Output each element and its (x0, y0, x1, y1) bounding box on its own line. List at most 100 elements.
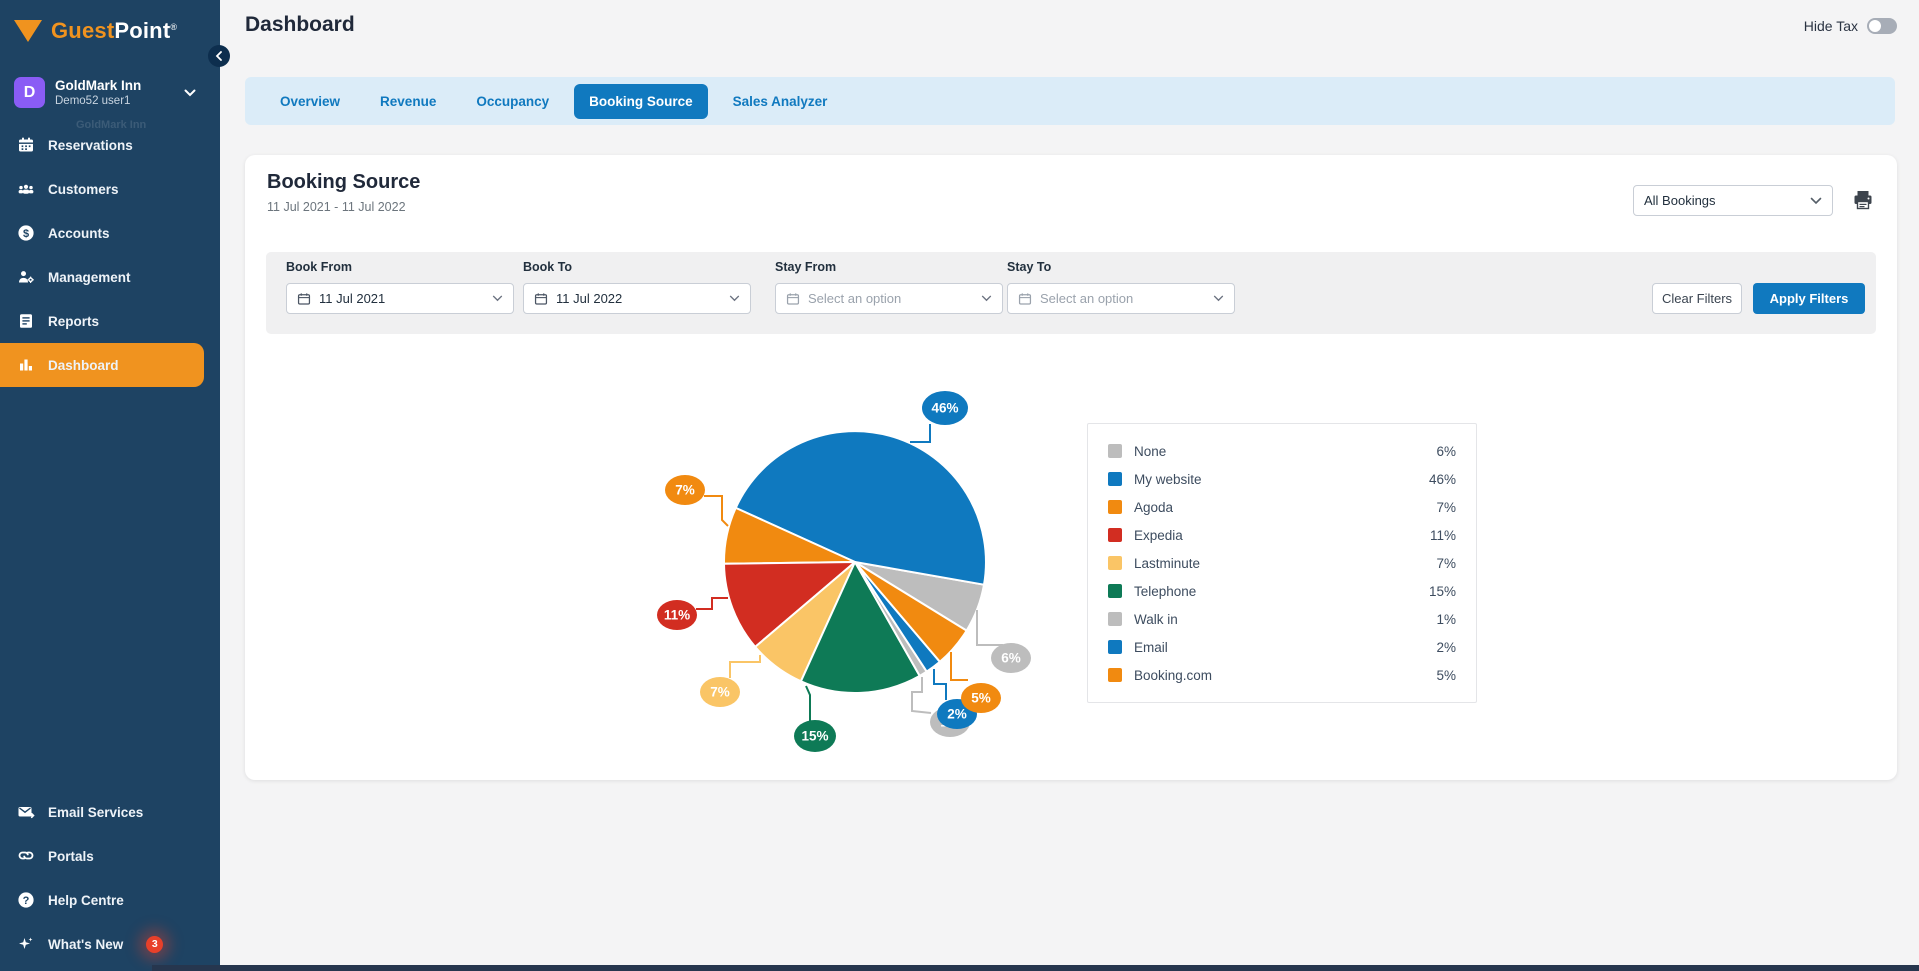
legend-value: 5% (1436, 667, 1456, 683)
sidebar-item-portals[interactable]: Portals (0, 834, 220, 878)
user-name: Demo52 user1 (55, 95, 131, 107)
filter-label: Stay From (775, 260, 837, 274)
legend-swatch (1108, 472, 1122, 486)
legend-label: Expedia (1134, 527, 1183, 543)
legend-value: 7% (1436, 499, 1456, 515)
legend-row: None 6% (1108, 444, 1456, 459)
apply-filters-button[interactable]: Apply Filters (1753, 283, 1865, 314)
callout-connector (696, 597, 728, 610)
bookings-filter-select[interactable]: All Bookings (1633, 185, 1833, 216)
sidebar-item-management[interactable]: Management (0, 255, 220, 299)
legend-row: Lastminute 7% (1108, 556, 1456, 571)
legend-swatch (1108, 556, 1122, 570)
callout-value: 11% (664, 608, 690, 623)
chevron-down-icon (981, 295, 992, 302)
tab-booking-source[interactable]: Booking Source (574, 83, 708, 119)
legend-swatch (1108, 584, 1122, 598)
bookings-filter-value: All Bookings (1644, 193, 1716, 208)
tab-occupancy[interactable]: Occupancy (476, 93, 550, 109)
brand-mark: ® (170, 21, 178, 32)
sidebar: GuestPoint® D GoldMark Inn Demo52 user1 … (0, 0, 220, 971)
legend-swatch (1108, 640, 1122, 654)
hide-tax-label: Hide Tax (1803, 18, 1858, 34)
legend-swatch (1108, 444, 1122, 458)
callout-value: 15% (801, 729, 828, 744)
stay-to-select[interactable]: Select an option (1007, 283, 1235, 314)
chart-legend: None 6% My website 46% Agoda 7% Expedia 11% Last… (1087, 423, 1477, 703)
legend-value: 15% (1428, 583, 1456, 599)
customers-icon (18, 184, 34, 194)
chevron-down-icon (184, 84, 196, 102)
chevron-down-icon (1810, 197, 1822, 204)
callout-bubble (961, 683, 1001, 713)
pie-slice-telephone[interactable] (799, 561, 921, 694)
callout-connector (729, 655, 761, 678)
filter-book-to: Book To 11 Jul 2022 (523, 260, 751, 314)
legend-swatch (1108, 528, 1122, 542)
book-to-value: 11 Jul 2022 (556, 291, 623, 306)
filter-label: Book From (286, 260, 352, 274)
book-to-select[interactable]: 11 Jul 2022 (523, 283, 751, 314)
account-switcher[interactable]: D GoldMark Inn Demo52 user1 (14, 70, 220, 115)
sidebar-item-reservations[interactable]: Reservations (0, 123, 220, 167)
pie-slice-booking-com[interactable] (854, 561, 968, 663)
brand-logo: GuestPoint® (0, 0, 220, 48)
callout-bubble (657, 600, 697, 630)
clear-filters-button[interactable]: Clear Filters (1652, 283, 1742, 314)
book-from-select[interactable]: 11 Jul 2021 (286, 283, 514, 314)
print-button[interactable] (1851, 188, 1875, 212)
callout-connector (805, 685, 811, 721)
sidebar-nav: Reservations Customers $ Accounts Manage… (0, 123, 220, 387)
legend-row: Booking.com 5% (1108, 668, 1456, 683)
sidebar-item-whats-new[interactable]: What's New 3 (0, 922, 220, 966)
sidebar-item-email-services[interactable]: Email Services (0, 790, 220, 834)
hide-tax-control: Hide Tax (1804, 18, 1897, 34)
sidebar-item-customers[interactable]: Customers (0, 167, 220, 211)
main-content: Dashboard Hide Tax Overview Revenue Occu… (220, 0, 1919, 971)
tab-revenue[interactable]: Revenue (380, 93, 437, 109)
sidebar-item-accounts[interactable]: $ Accounts (0, 211, 220, 255)
chevron-down-icon (729, 295, 740, 302)
callout-bubble (700, 677, 740, 707)
whats-new-icon (19, 937, 33, 949)
reports-icon (20, 314, 32, 328)
legend-value: 11% (1429, 527, 1456, 543)
tab-sales-analyzer[interactable]: Sales Analyzer (732, 93, 828, 109)
sidebar-item-help-centre[interactable]: ? Help Centre (0, 878, 220, 922)
legend-label: None (1134, 443, 1167, 459)
callout-connector (910, 424, 931, 443)
sidebar-item-label: Reports (48, 313, 100, 329)
legend-row: Walk in 1% (1108, 612, 1456, 627)
stay-from-select[interactable]: Select an option (775, 283, 1003, 314)
callout-connector (911, 677, 932, 714)
email-services-icon (18, 807, 35, 819)
horizontal-scrollbar[interactable] (152, 965, 1919, 971)
property-name: GoldMark Inn (55, 78, 142, 93)
callout-connector (950, 652, 968, 681)
portals-icon (18, 851, 34, 860)
legend-label: My website (1134, 471, 1202, 487)
panel-title: Booking Source (267, 171, 421, 193)
tab-overview[interactable]: Overview (280, 93, 341, 109)
dashboard-tabs: Overview Revenue Occupancy Booking Sourc… (245, 77, 1895, 125)
svg-text:$: $ (23, 228, 29, 240)
pie-slice-expedia[interactable] (723, 561, 856, 648)
callout-value: 7% (710, 685, 730, 700)
sidebar-footer: Email Services Portals ? Help Centre Wha… (0, 790, 220, 966)
chevron-left-icon (215, 51, 222, 61)
legend-label: Telephone (1134, 583, 1197, 599)
filter-label: Stay To (1007, 260, 1052, 274)
brand-name: GuestPoint® (51, 18, 178, 43)
legend-value: 7% (1436, 555, 1456, 571)
pie-slice-my-website[interactable] (734, 430, 987, 586)
legend-label: Agoda (1134, 499, 1174, 515)
hide-tax-toggle[interactable] (1867, 18, 1897, 34)
sidebar-collapse-button[interactable] (208, 45, 230, 67)
sidebar-item-dashboard[interactable]: Dashboard (0, 343, 204, 387)
filter-stay-to: Stay To Select an option (1007, 260, 1235, 314)
avatar: D (14, 77, 45, 108)
callout-value: 6% (1001, 651, 1021, 666)
sidebar-item-reports[interactable]: Reports (0, 299, 220, 343)
calendar-icon (534, 292, 548, 305)
legend-swatch (1108, 500, 1122, 514)
